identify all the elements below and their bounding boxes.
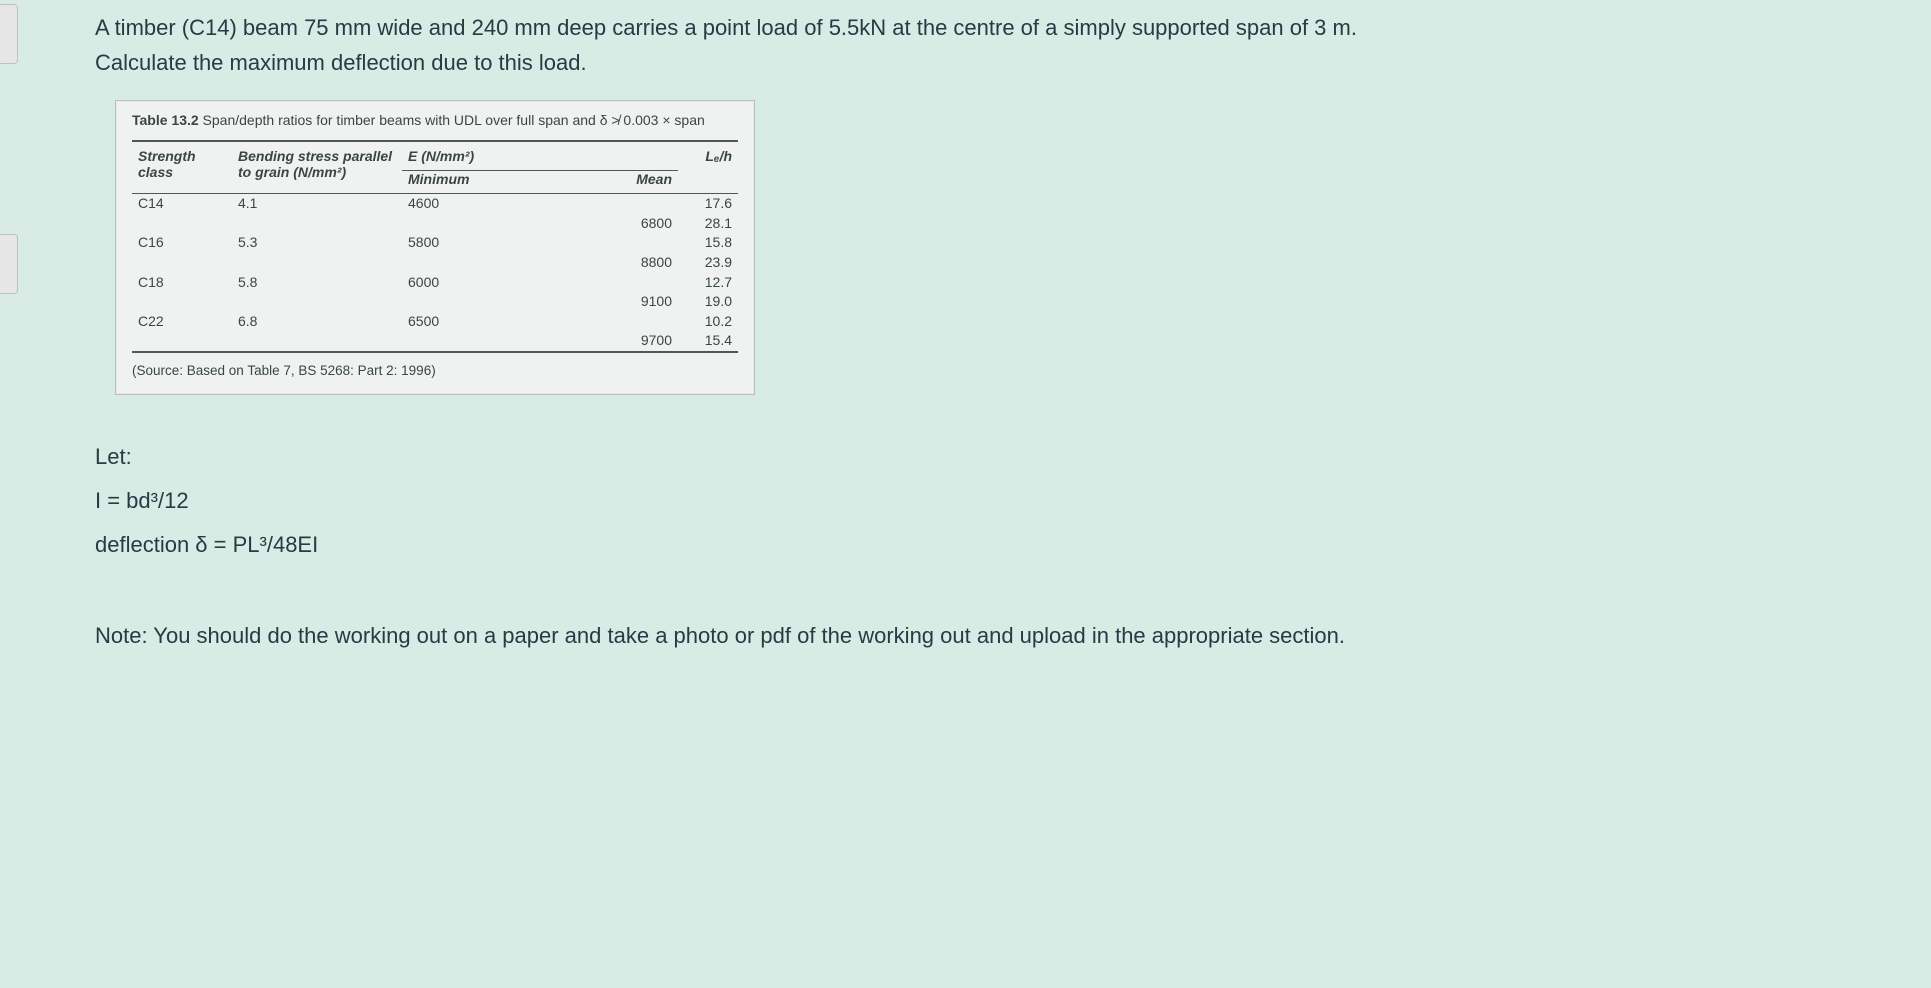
cell-emin [402, 292, 569, 312]
cell-emean [569, 194, 678, 214]
side-tab-2[interactable] [0, 234, 18, 294]
cell-ratio: 17.6 [678, 194, 738, 214]
cell-class [132, 214, 232, 234]
table-caption: Table 13.2 Span/depth ratios for timber … [132, 111, 738, 130]
cell-emean [569, 233, 678, 253]
question-line-2: Calculate the maximum deflection due to … [95, 50, 587, 75]
table-body: C14 4.1 4600 17.6 6800 28.1 C16 5.3 5800 [132, 194, 738, 352]
formula-inertia: I = bd³/12 [95, 479, 1895, 523]
table-caption-rest: Span/depth ratios for timber beams with … [199, 112, 705, 128]
table-row: C22 6.8 6500 10.2 [132, 312, 738, 332]
col-ratio: Lₑ/h [678, 141, 738, 194]
cell-emean: 8800 [569, 253, 678, 273]
cell-ratio: 15.4 [678, 331, 738, 352]
table-row: C18 5.8 6000 12.7 [132, 273, 738, 293]
cell-ratio: 23.9 [678, 253, 738, 273]
col-e-mean: Mean [569, 171, 678, 194]
col-bending-stress: Bending stress parallel to grain (N/mm²) [232, 141, 402, 194]
cell-emin [402, 214, 569, 234]
question-text: A timber (C14) beam 75 mm wide and 240 m… [95, 10, 1895, 80]
cell-class [132, 253, 232, 273]
table-row: 9700 15.4 [132, 331, 738, 352]
cell-bend: 6.8 [232, 312, 402, 332]
cell-emin: 6000 [402, 273, 569, 293]
formula-let: Let: [95, 435, 1895, 479]
table-caption-bold: Table 13.2 [132, 112, 199, 128]
upload-note: Note: You should do the working out on a… [95, 623, 1895, 649]
cell-bend [232, 292, 402, 312]
table-row: 8800 23.9 [132, 253, 738, 273]
cell-class: C16 [132, 233, 232, 253]
cell-emin [402, 253, 569, 273]
span-depth-table: Strength class Bending stress parallel t… [132, 140, 738, 353]
cell-bend [232, 331, 402, 352]
table-row: 9100 19.0 [132, 292, 738, 312]
question-line-1: A timber (C14) beam 75 mm wide and 240 m… [95, 15, 1357, 40]
cell-ratio: 10.2 [678, 312, 738, 332]
cell-bend: 5.8 [232, 273, 402, 293]
cell-ratio: 12.7 [678, 273, 738, 293]
cell-class: C18 [132, 273, 232, 293]
table-source: (Source: Based on Table 7, BS 5268: Part… [132, 363, 738, 378]
cell-bend: 5.3 [232, 233, 402, 253]
col-e-group: E (N/mm²) [402, 141, 678, 171]
cell-bend: 4.1 [232, 194, 402, 214]
cell-emean: 9100 [569, 292, 678, 312]
cell-emin: 4600 [402, 194, 569, 214]
table-row: 6800 28.1 [132, 214, 738, 234]
cell-ratio: 19.0 [678, 292, 738, 312]
cell-ratio: 15.8 [678, 233, 738, 253]
table-row: C16 5.3 5800 15.8 [132, 233, 738, 253]
question-content: A timber (C14) beam 75 mm wide and 240 m… [95, 10, 1895, 649]
cell-class [132, 292, 232, 312]
cell-emean: 9700 [569, 331, 678, 352]
formula-block: Let: I = bd³/12 deflection δ = PL³/48EI [95, 435, 1895, 567]
reference-table-panel: Table 13.2 Span/depth ratios for timber … [115, 100, 755, 395]
cell-bend [232, 214, 402, 234]
cell-emin: 5800 [402, 233, 569, 253]
cell-emean [569, 312, 678, 332]
cell-emean: 6800 [569, 214, 678, 234]
col-strength-class: Strength class [132, 141, 232, 194]
cell-ratio: 28.1 [678, 214, 738, 234]
table-row: C14 4.1 4600 17.6 [132, 194, 738, 214]
cell-emean [569, 273, 678, 293]
col-e-minimum: Minimum [402, 171, 569, 194]
formula-deflection: deflection δ = PL³/48EI [95, 523, 1895, 567]
cell-class: C22 [132, 312, 232, 332]
cell-class: C14 [132, 194, 232, 214]
side-tab-1[interactable] [0, 4, 18, 64]
cell-bend [232, 253, 402, 273]
cell-class [132, 331, 232, 352]
side-tab-strip [0, 0, 18, 988]
cell-emin [402, 331, 569, 352]
cell-emin: 6500 [402, 312, 569, 332]
